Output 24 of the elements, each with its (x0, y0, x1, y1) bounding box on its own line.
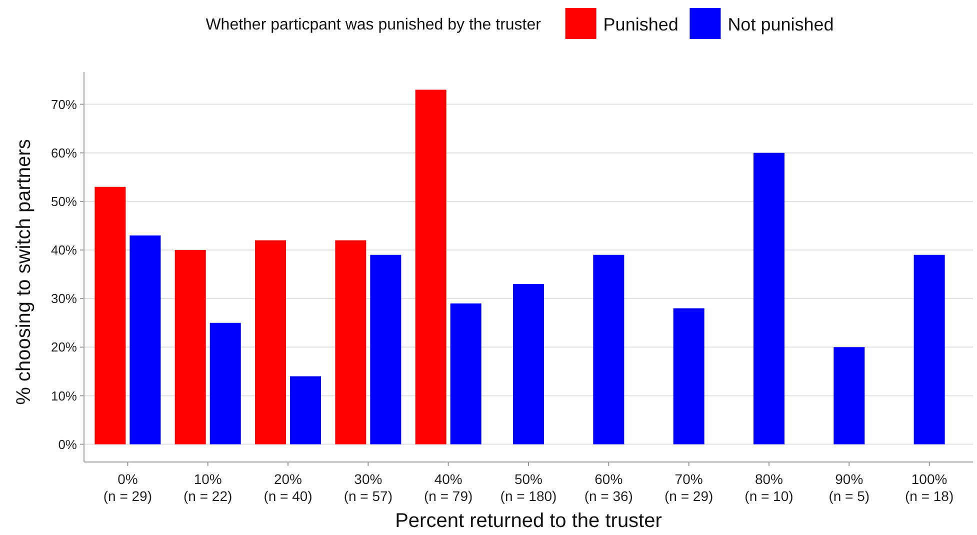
y-tick-label: 60% (50, 145, 78, 160)
x-tick-label: 10% (n = 22) (184, 471, 232, 504)
x-tick-label: 60% (n = 36) (584, 471, 633, 504)
legend-label: Not punished (728, 14, 834, 34)
x-tick-label: 50% (n = 180) (500, 471, 557, 504)
x-tick-label: 0% (n = 29) (103, 471, 152, 504)
x-tick-label: 20% (n = 40) (264, 471, 312, 504)
x-tick-label: 40% (n = 79) (424, 471, 473, 504)
legend-label: Punished (603, 14, 678, 34)
x-axis-title: Percent returned to the truster (395, 510, 662, 532)
y-axis-title: % choosing to switch partners (13, 139, 35, 405)
y-tick-label: 50% (50, 194, 78, 209)
y-tick-label: 10% (50, 388, 78, 404)
y-tick-label: 70% (50, 96, 78, 112)
legend-title: Whether particpant was punished by the truster (206, 16, 542, 34)
x-tick-label: 100% (n = 18) (904, 471, 954, 504)
x-tick-label: 30% (n = 57) (344, 471, 392, 504)
y-tick-label: 40% (50, 242, 78, 258)
y-tick-label: 0% (58, 436, 78, 452)
x-tick-label: 90% (n = 5) (828, 471, 870, 504)
y-tick-label: 30% (50, 291, 78, 306)
x-tick-label: 80% (n = 10) (744, 471, 794, 504)
y-tick-label: 20% (50, 340, 78, 355)
x-tick-label: 70% (n = 29) (664, 471, 714, 504)
